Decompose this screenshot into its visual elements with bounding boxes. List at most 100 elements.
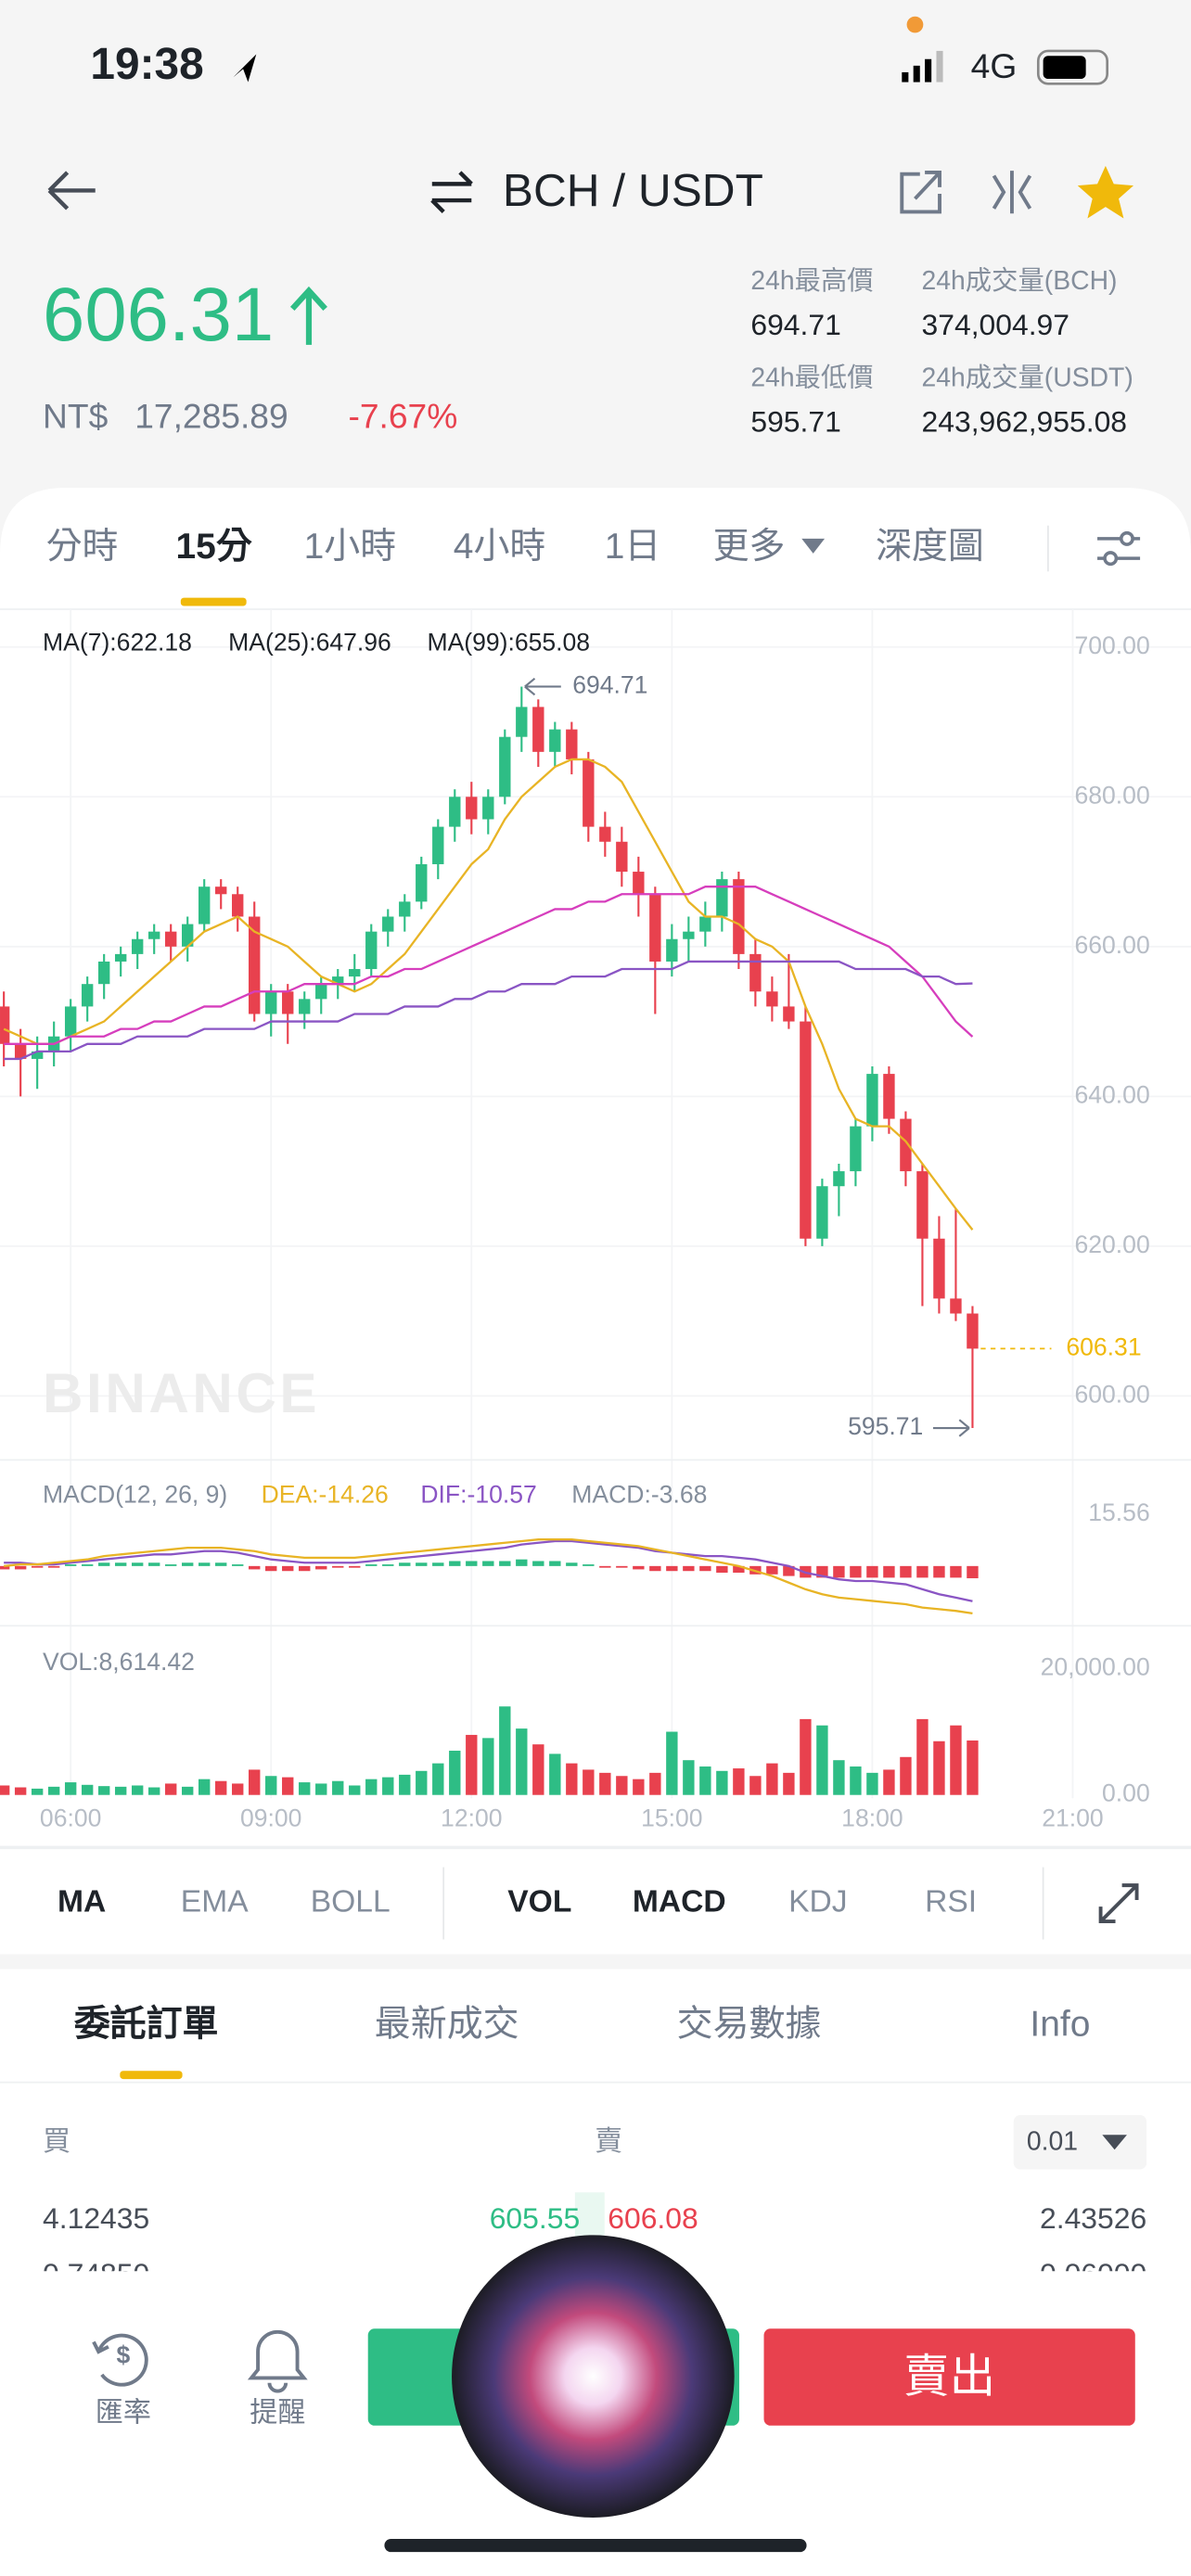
section-tab[interactable]: 最新成交	[375, 2005, 519, 2045]
stat-label: 24h最低價	[750, 363, 873, 393]
favorite-star[interactable]	[1077, 165, 1134, 219]
y-tick-label: 680.00	[1075, 781, 1150, 809]
volume-bar	[499, 1706, 511, 1795]
settings-button[interactable]	[1097, 530, 1141, 567]
interval-tab[interactable]: 4小時	[454, 527, 546, 567]
compare-button[interactable]	[992, 171, 1032, 214]
volume-tick-label: 0.00	[1102, 1779, 1150, 1807]
macd-bar	[249, 1565, 261, 1570]
rate-icon[interactable]: $	[92, 2333, 148, 2387]
volume-bar	[866, 1772, 878, 1795]
precision-select[interactable]	[1013, 2115, 1147, 2170]
volume-bar	[916, 1718, 928, 1795]
macd-bar	[349, 1565, 361, 1568]
swap-icon[interactable]	[430, 171, 473, 214]
tab-indicator	[120, 2071, 183, 2080]
interval-tab[interactable]: 分時	[46, 527, 119, 567]
interval-tab[interactable]: 更多	[713, 527, 786, 567]
low-label: 595.71	[848, 1412, 923, 1440]
indicator-button[interactable]: BOLL	[311, 1884, 391, 1919]
dropdown-icon	[801, 538, 826, 554]
y-tick-label: 660.00	[1075, 931, 1150, 959]
stat-value: 374,004.97	[922, 308, 1069, 341]
candle-body	[883, 1074, 895, 1119]
back-button[interactable]	[47, 171, 96, 210]
macd-bar	[232, 1564, 244, 1566]
volume-bar	[583, 1769, 595, 1795]
alert-label[interactable]: 提醒	[250, 2397, 305, 2428]
candle-body	[833, 1171, 845, 1187]
sell-button[interactable]	[763, 2328, 1135, 2426]
macd-bar	[131, 1562, 144, 1566]
candle-body	[215, 886, 227, 895]
macd-bar	[783, 1565, 795, 1576]
indicator-button[interactable]: RSI	[925, 1884, 977, 1919]
fullscreen-button[interactable]	[1098, 1883, 1139, 1924]
sell-label[interactable]: 賣出	[903, 2350, 995, 2402]
x-tick-label: 12:00	[441, 1804, 502, 1831]
volume-bar	[749, 1776, 762, 1795]
x-tick-label: 15:00	[641, 1804, 702, 1831]
indicator-button[interactable]: KDJ	[788, 1884, 848, 1919]
volume-bar	[699, 1766, 711, 1795]
section-tab[interactable]: 交易數據	[677, 2005, 822, 2045]
indicator-button[interactable]: VOL	[507, 1884, 571, 1919]
volume-bar	[900, 1756, 912, 1795]
interval-tab[interactable]: 深度圖	[876, 527, 984, 567]
volume-bar	[850, 1766, 862, 1795]
volume-tick-label: 20,000.00	[1041, 1652, 1150, 1680]
volume-bar	[666, 1731, 678, 1795]
volume-bar	[883, 1769, 895, 1795]
volume-bar	[282, 1777, 294, 1795]
macd-bar	[449, 1561, 461, 1566]
candle-body	[232, 894, 244, 917]
section-tab[interactable]: 委託訂單	[74, 2005, 219, 2045]
rate-label[interactable]: 匯率	[96, 2397, 151, 2428]
separator	[0, 1954, 1191, 1970]
macd-bar	[616, 1565, 628, 1568]
dea-line	[4, 1538, 973, 1615]
pair-title[interactable]: BCH / USDT	[503, 164, 763, 216]
macd-bar	[182, 1562, 194, 1566]
candle-body	[783, 1006, 795, 1022]
candle-body	[916, 1171, 928, 1239]
volume-bar	[449, 1750, 461, 1795]
section-tab[interactable]: Info	[1030, 2005, 1090, 2045]
candle-body	[349, 969, 361, 977]
last-price: 606.31	[43, 273, 274, 357]
volume-bar	[482, 1738, 494, 1795]
candle-body	[416, 863, 428, 902]
price-change: -7.67%	[348, 396, 457, 435]
volume-bar	[950, 1725, 962, 1795]
precision[interactable]: 0.01	[1027, 2127, 1078, 2157]
y-tick-label: 640.00	[1075, 1080, 1150, 1108]
ma-line	[4, 960, 973, 1061]
x-tick-label: 21:00	[1042, 1804, 1103, 1831]
indicator-button[interactable]: MACD	[633, 1884, 726, 1919]
indicator-button[interactable]: MA	[58, 1884, 106, 1919]
volume-bar	[800, 1718, 812, 1795]
candle-body	[566, 729, 578, 759]
volume-bar	[249, 1769, 261, 1795]
volume-bar	[933, 1741, 945, 1795]
macd-bar	[31, 1565, 44, 1568]
volume-bar	[81, 1784, 94, 1795]
share-button[interactable]	[900, 171, 941, 214]
volume-bar	[616, 1776, 628, 1795]
legend-entry: MA(7):622.18	[43, 628, 192, 656]
macd-bar	[883, 1565, 895, 1578]
signal-icon	[902, 50, 943, 83]
macd-bar	[282, 1565, 294, 1572]
interval-tab[interactable]: 15分	[176, 527, 252, 567]
volume-bar	[733, 1768, 745, 1795]
interval-tab[interactable]: 1小時	[304, 527, 397, 567]
volume-label: VOL:8,614.42	[43, 1648, 195, 1676]
macd-bar	[315, 1565, 327, 1570]
candle-body	[249, 916, 261, 1014]
alert-icon[interactable]	[247, 2329, 308, 2393]
interval-tab[interactable]: 1日	[605, 527, 661, 567]
indicator-button[interactable]: EMA	[181, 1884, 249, 1919]
macd-bar	[633, 1565, 645, 1570]
volume-bar	[365, 1779, 378, 1795]
macd-bar	[114, 1562, 127, 1566]
